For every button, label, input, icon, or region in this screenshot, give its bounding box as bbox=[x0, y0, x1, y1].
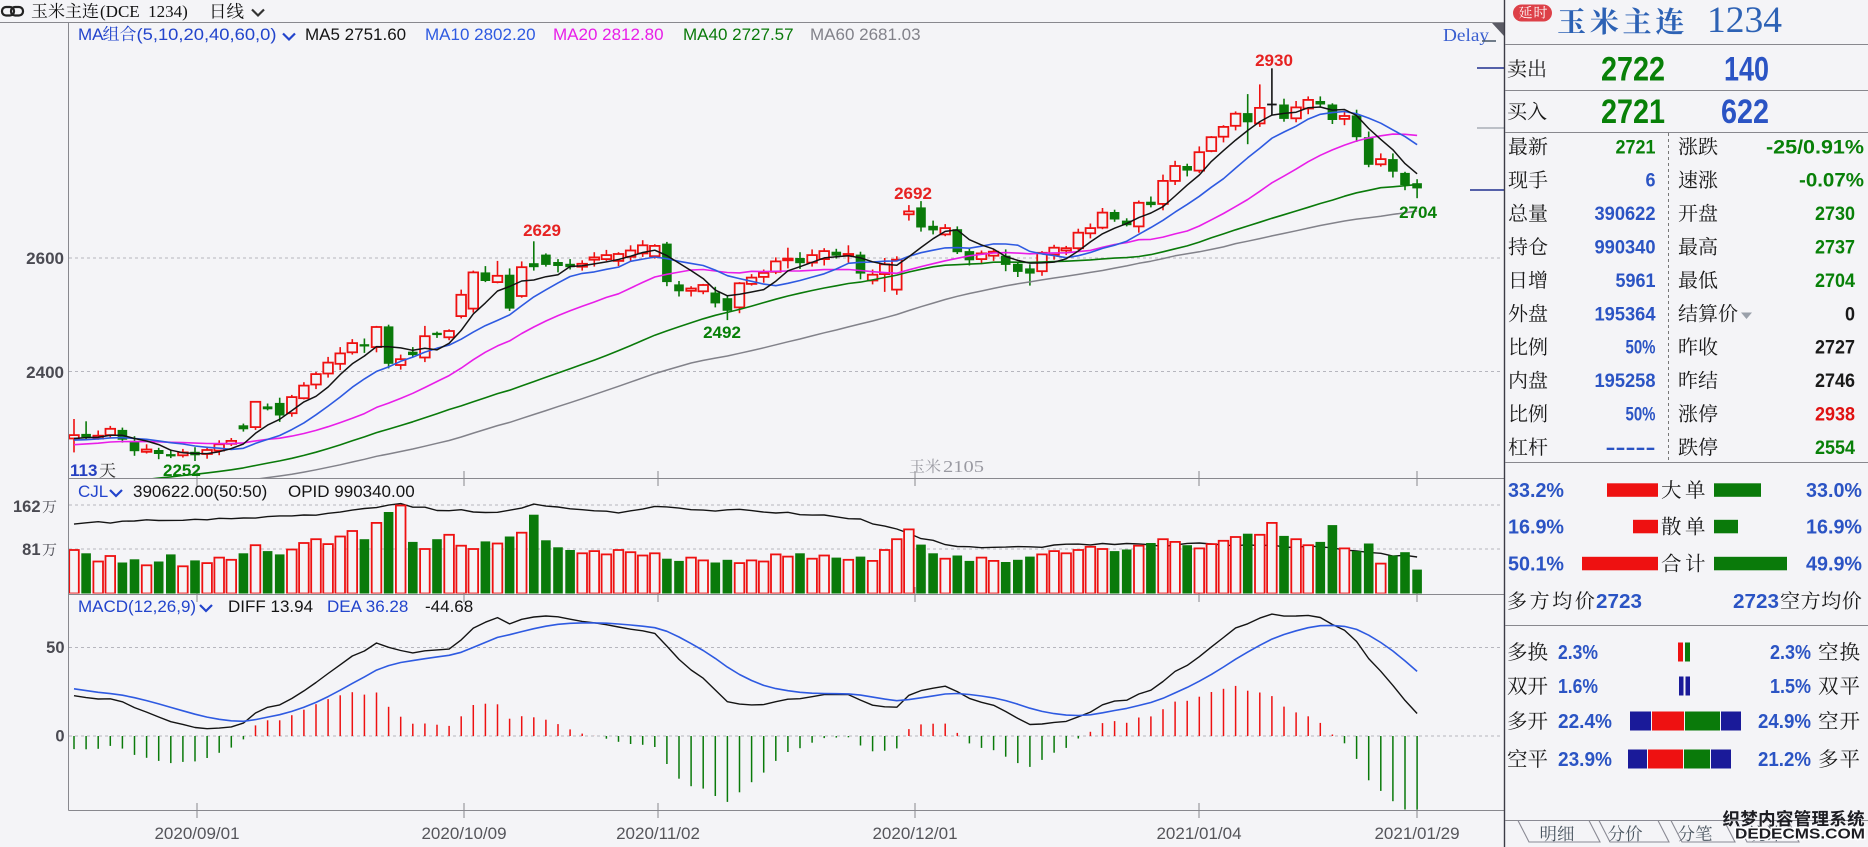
svg-text:2704: 2704 bbox=[1399, 203, 1437, 222]
svg-text:162: 162 bbox=[13, 498, 41, 516]
svg-text:2727: 2727 bbox=[1815, 337, 1855, 359]
svg-text:195258: 195258 bbox=[1595, 370, 1656, 392]
svg-text:33.2%: 33.2% bbox=[1508, 480, 1564, 502]
svg-text:2021/01/04: 2021/01/04 bbox=[1156, 824, 1241, 843]
svg-text:113: 113 bbox=[70, 461, 97, 480]
svg-text:2554: 2554 bbox=[1815, 437, 1855, 459]
svg-text:21.2%: 21.2% bbox=[1758, 749, 1811, 771]
svg-text:81: 81 bbox=[22, 541, 40, 559]
svg-text:-25/0.91%: -25/0.91% bbox=[1766, 136, 1864, 158]
svg-text:49.9%: 49.9% bbox=[1806, 554, 1862, 576]
svg-text:2746: 2746 bbox=[1815, 370, 1855, 392]
svg-text:2938: 2938 bbox=[1815, 404, 1855, 426]
svg-text:-0.07%: -0.07% bbox=[1799, 170, 1864, 192]
svg-text:1234: 1234 bbox=[1707, 0, 1782, 41]
svg-text:-----: ----- bbox=[1606, 437, 1656, 459]
svg-text:2021/01/29: 2021/01/29 bbox=[1374, 824, 1459, 843]
svg-text:50: 50 bbox=[46, 639, 64, 657]
svg-text:2020/10/09: 2020/10/09 bbox=[421, 824, 506, 843]
svg-text:50.1%: 50.1% bbox=[1508, 554, 1564, 576]
svg-text:16.9%: 16.9% bbox=[1508, 517, 1564, 539]
svg-text:2492: 2492 bbox=[703, 323, 741, 342]
svg-text:0: 0 bbox=[1845, 303, 1855, 325]
svg-text:990340: 990340 bbox=[1595, 237, 1656, 259]
svg-text:DIFF 13.94: DIFF 13.94 bbox=[228, 597, 313, 616]
svg-text:MA: MA bbox=[78, 25, 104, 44]
svg-text:2721: 2721 bbox=[1601, 93, 1665, 131]
svg-text:2721: 2721 bbox=[1616, 136, 1656, 158]
svg-text:50%: 50% bbox=[1626, 404, 1656, 426]
svg-text:23.9%: 23.9% bbox=[1558, 749, 1612, 771]
svg-text:5961: 5961 bbox=[1616, 270, 1656, 292]
svg-text:MA40 2727.57: MA40 2727.57 bbox=[683, 25, 794, 44]
svg-text:0: 0 bbox=[55, 728, 64, 746]
svg-text:2.3%: 2.3% bbox=[1770, 642, 1811, 664]
svg-text:MACD(12,26,9): MACD(12,26,9) bbox=[78, 597, 196, 616]
svg-text:22.4%: 22.4% bbox=[1558, 711, 1612, 733]
svg-text:24.9%: 24.9% bbox=[1758, 711, 1811, 733]
svg-text:2105: 2105 bbox=[943, 457, 984, 476]
svg-text:(DCE 1234): (DCE 1234) bbox=[100, 2, 188, 21]
svg-text:2.3%: 2.3% bbox=[1558, 642, 1598, 664]
svg-text:2629: 2629 bbox=[523, 221, 561, 240]
svg-text:MA10 2802.20: MA10 2802.20 bbox=[425, 25, 536, 44]
svg-text:CJL: CJL bbox=[78, 482, 108, 501]
svg-text:2692: 2692 bbox=[894, 184, 932, 203]
svg-text:2600: 2600 bbox=[26, 249, 64, 268]
svg-text:50%: 50% bbox=[1626, 337, 1656, 359]
svg-text:2020/12/01: 2020/12/01 bbox=[872, 824, 957, 843]
svg-text:MA60 2681.03: MA60 2681.03 bbox=[810, 25, 921, 44]
svg-text:16.9%: 16.9% bbox=[1806, 517, 1862, 539]
svg-text:2723: 2723 bbox=[1596, 591, 1642, 613]
svg-text:DEA 36.28: DEA 36.28 bbox=[327, 597, 408, 616]
svg-text:2730: 2730 bbox=[1815, 203, 1855, 225]
svg-text:2737: 2737 bbox=[1815, 237, 1855, 259]
svg-text:MA5 2751.60: MA5 2751.60 bbox=[305, 25, 406, 44]
svg-text:33.0%: 33.0% bbox=[1806, 480, 1862, 502]
svg-text:2020/11/02: 2020/11/02 bbox=[616, 824, 700, 843]
svg-text:390622: 390622 bbox=[1595, 203, 1656, 225]
svg-text:2020/09/01: 2020/09/01 bbox=[154, 824, 239, 843]
svg-text:OPID 990340.00: OPID 990340.00 bbox=[288, 482, 415, 501]
svg-text:(5,10,20,40,60,0): (5,10,20,40,60,0) bbox=[137, 25, 277, 44]
svg-text:390622.00(50:50): 390622.00(50:50) bbox=[133, 482, 267, 501]
svg-text:2400: 2400 bbox=[26, 363, 64, 382]
svg-text:2704: 2704 bbox=[1815, 270, 1855, 292]
svg-text:1.5%: 1.5% bbox=[1770, 676, 1811, 698]
svg-text:Delay: Delay bbox=[1443, 25, 1489, 45]
svg-text:MA20 2812.80: MA20 2812.80 bbox=[553, 25, 664, 44]
svg-text:622: 622 bbox=[1721, 93, 1769, 131]
svg-text:2722: 2722 bbox=[1601, 51, 1665, 89]
svg-text:1.6%: 1.6% bbox=[1558, 676, 1598, 698]
svg-text:-44.68: -44.68 bbox=[425, 597, 473, 616]
svg-text:2723: 2723 bbox=[1733, 591, 1779, 613]
svg-text:2252: 2252 bbox=[163, 461, 201, 480]
svg-text:2930: 2930 bbox=[1255, 51, 1293, 70]
svg-text:195364: 195364 bbox=[1595, 303, 1656, 325]
svg-text:6: 6 bbox=[1646, 170, 1656, 192]
svg-text:DEDECMS.COM: DEDECMS.COM bbox=[1735, 826, 1865, 843]
svg-text:140: 140 bbox=[1724, 51, 1769, 89]
